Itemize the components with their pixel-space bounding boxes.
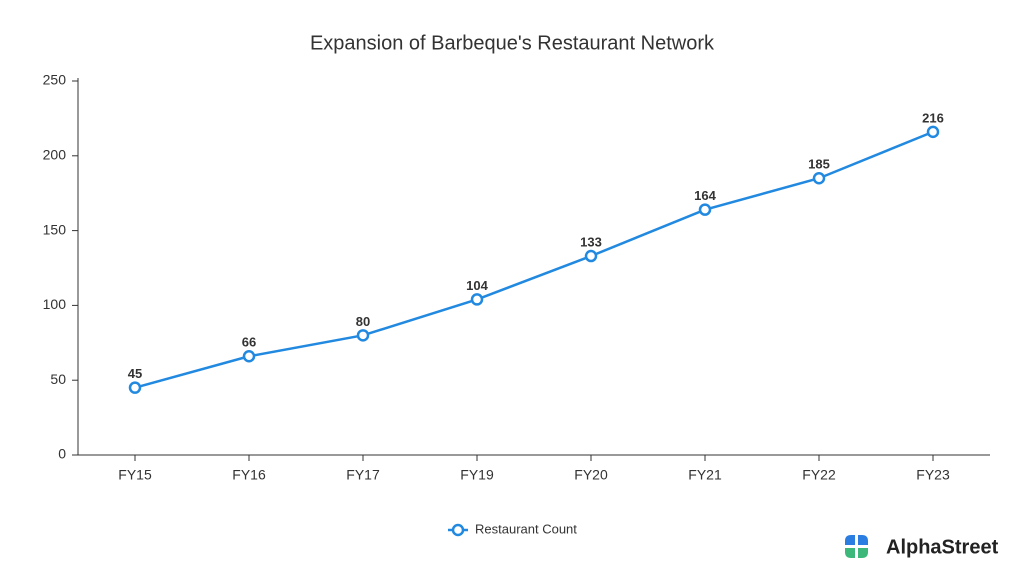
y-tick-label: 100 — [43, 296, 67, 312]
y-tick-label: 250 — [43, 72, 67, 88]
y-tick-label: 150 — [43, 221, 67, 237]
x-tick-label: FY21 — [688, 467, 722, 483]
point — [926, 125, 940, 139]
point — [812, 171, 826, 185]
data-label: 164 — [694, 188, 716, 203]
x-tick-label: FY20 — [574, 467, 608, 483]
watermark: AlphaStreet — [886, 536, 999, 558]
y-tick-label: 50 — [50, 371, 66, 387]
data-label: 80 — [356, 314, 370, 329]
series-line — [134, 130, 934, 389]
data-label: 45 — [128, 366, 142, 381]
legend-marker — [451, 523, 465, 537]
x-tick-label: FY22 — [802, 467, 836, 483]
x-tick-label: FY23 — [916, 467, 950, 483]
point — [356, 329, 370, 342]
point — [698, 203, 712, 216]
data-label: 133 — [580, 234, 602, 249]
data-label: 104 — [466, 278, 488, 293]
x-tick-label: FY19 — [460, 467, 494, 483]
data-label: 66 — [242, 335, 256, 350]
point — [128, 381, 142, 394]
point — [242, 350, 256, 363]
point — [470, 293, 484, 306]
data-label: 216 — [922, 110, 944, 125]
point — [584, 249, 598, 263]
y-tick-label: 0 — [58, 446, 66, 462]
x-tick-label: FY17 — [346, 467, 380, 483]
chart-title: Expansion of Barbeque's Restaurant Netwo… — [310, 32, 715, 54]
data-label: 185 — [808, 157, 830, 172]
logo-icon — [845, 535, 868, 558]
x-tick-label: FY16 — [232, 467, 266, 483]
y-tick-label: 200 — [43, 147, 67, 163]
legend-label: Restaurant Count — [475, 521, 577, 536]
x-tick-label: FY15 — [118, 467, 152, 483]
